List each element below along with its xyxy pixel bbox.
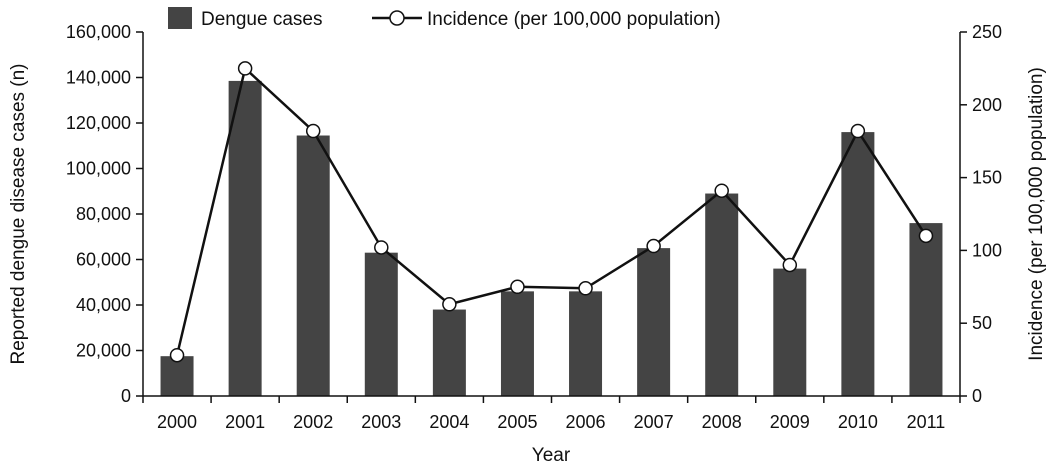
- bar-2007: [637, 248, 671, 396]
- incidence-point-2004: [442, 297, 457, 312]
- x-tick-label: 2011: [907, 412, 946, 432]
- bar-2000: [160, 356, 194, 396]
- y-tick-label: 20,000: [76, 341, 131, 361]
- legend: Dengue cases Incidence (per 100,000 popu…: [168, 7, 721, 30]
- y2-tick-label: 50: [972, 313, 992, 333]
- y2-tick-label: 200: [972, 95, 1002, 115]
- incidence-point-2005: [510, 279, 525, 295]
- x-tick-label: 2004: [429, 412, 469, 432]
- x-tick-label: 2009: [770, 412, 810, 432]
- legend-swatch-dengue-cases: [168, 7, 192, 29]
- y-tick-label: 160,000: [66, 22, 131, 42]
- y2-axis-title: Incidence (per 100,000 population): [1026, 67, 1047, 361]
- legend-label-incidence: Incidence (per 100,000 population): [427, 9, 721, 30]
- incidence-point-2007: [646, 238, 661, 254]
- y-tick-label: 120,000: [66, 113, 131, 133]
- incidence-point-2000: [169, 347, 185, 363]
- x-tick-label: 2001: [225, 412, 265, 432]
- bar-2006: [569, 291, 603, 396]
- incidence-point-2011: [918, 228, 934, 244]
- legend-label-dengue-cases: Dengue cases: [201, 9, 322, 30]
- incidence-point-2002: [305, 123, 321, 139]
- bar-2010: [841, 132, 875, 396]
- bar-2003: [364, 252, 398, 396]
- y-tick-label: 40,000: [76, 295, 131, 315]
- bar-2005: [500, 291, 534, 396]
- x-tick-label: 2007: [634, 412, 674, 432]
- bar-2011: [909, 223, 943, 396]
- ticks-group: 0 20,000 40,000 60,000 80,000 100,000 120,000 1…: [66, 22, 1002, 432]
- y-tick-label: 100,000: [66, 159, 131, 179]
- legend-marker-incidence: [389, 10, 405, 26]
- y-axis-title: Reported dengue disease cases (n): [8, 63, 29, 364]
- y-tick-label: 80,000: [76, 204, 131, 224]
- x-tick-label: 2006: [566, 412, 606, 432]
- bar-2004: [432, 309, 466, 396]
- x-tick-label: 2003: [361, 412, 401, 432]
- y-tick-label: 60,000: [76, 250, 131, 270]
- bar-2008: [705, 193, 739, 396]
- incidence-line: [175, 66, 928, 356]
- x-tick-label: 2010: [838, 412, 878, 432]
- incidence-point-2009: [782, 257, 798, 273]
- y2-tick-label: 0: [972, 386, 982, 406]
- bars-group: [160, 80, 943, 396]
- incidence-line-group: [169, 61, 934, 363]
- y2-tick-label: 250: [972, 22, 1002, 42]
- incidence-point-2003: [374, 240, 389, 255]
- y-tick-label: 140,000: [66, 68, 131, 88]
- y-tick-label: 0: [121, 386, 131, 406]
- incidence-point-2010: [850, 123, 866, 139]
- incidence-point-2001: [237, 61, 253, 76]
- x-tick-label: 2000: [157, 412, 197, 432]
- bar-2001: [228, 80, 262, 396]
- x-tick-label: 2002: [293, 412, 333, 432]
- bar-2002: [296, 135, 330, 396]
- incidence-point-2008: [714, 183, 729, 198]
- incidence-point-2006: [578, 281, 593, 296]
- x-tick-label: 2008: [702, 412, 742, 432]
- y2-tick-label: 150: [972, 168, 1002, 188]
- y2-tick-label: 100: [972, 240, 1002, 260]
- x-axis-title: Year: [532, 445, 571, 466]
- x-tick-label: 2005: [497, 412, 537, 432]
- bar-2009: [773, 268, 807, 396]
